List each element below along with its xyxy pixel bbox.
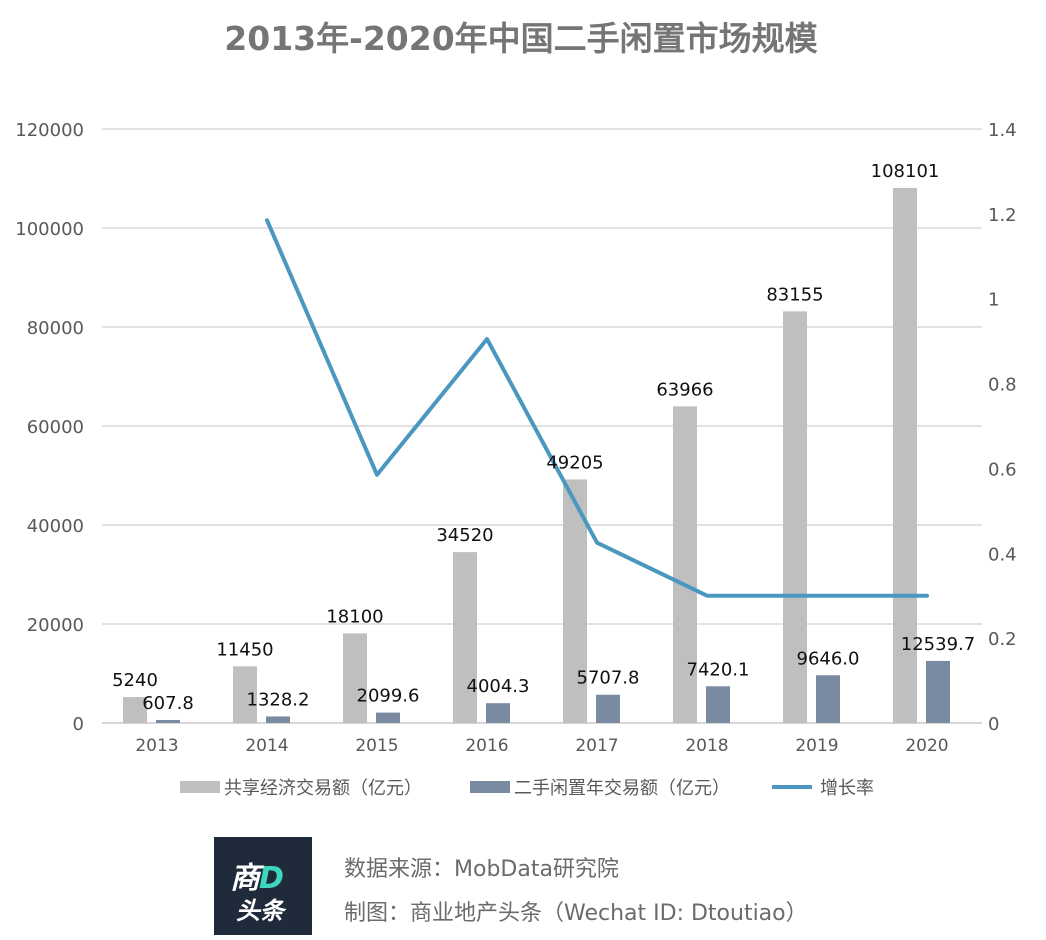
data-label: 5707.8 <box>577 668 640 689</box>
data-label: 11450 <box>216 639 273 660</box>
x-tick-label: 2020 <box>905 736 948 756</box>
bar-shared-economy <box>233 666 257 723</box>
bar-shared-economy <box>783 311 807 723</box>
data-label: 7420.1 <box>687 659 750 680</box>
bar-shared-economy <box>123 697 147 723</box>
data-source: 数据来源：MobData研究院 <box>344 857 619 882</box>
left-tick-label: 0 <box>73 714 84 735</box>
bar-shared-economy <box>673 406 697 723</box>
bar-second-hand <box>376 712 400 723</box>
data-label: 1328.2 <box>247 689 310 710</box>
chart-credit: 制图：商业地产头条（Wechat ID: Dtoutiao） <box>344 901 808 926</box>
bar-second-hand <box>926 660 950 723</box>
left-tick-label: 40000 <box>27 516 84 537</box>
legend-label: 共享经济交易额（亿元） <box>224 778 422 799</box>
left-tick-label: 60000 <box>27 417 84 438</box>
legend-marker <box>470 781 510 793</box>
gridlines <box>102 128 982 724</box>
data-label: 5240 <box>112 670 158 691</box>
x-tick-label: 2016 <box>465 736 508 756</box>
data-label: 34520 <box>436 525 493 546</box>
bar-second-hand <box>596 694 620 723</box>
data-label: 49205 <box>546 452 603 473</box>
right-tick-label: 0.8 <box>988 375 1017 396</box>
logo-bottom-text: 头条 <box>236 897 284 925</box>
data-label: 18100 <box>326 606 383 627</box>
data-label: 4004.3 <box>467 676 530 697</box>
bar-shared-economy <box>343 633 367 723</box>
bar-second-hand <box>816 675 840 723</box>
right-tick-label: 0.6 <box>988 459 1017 480</box>
x-tick-label: 2019 <box>795 736 838 756</box>
x-tick-label: 2015 <box>355 736 398 756</box>
data-label: 108101 <box>871 161 940 182</box>
bar-second-hand <box>156 719 180 723</box>
data-labels: 5240 11450 18100 34520 49205 63966 83155 108101… <box>112 161 975 714</box>
bar-second-hand <box>706 686 730 723</box>
right-tick-label: 0.2 <box>988 629 1017 650</box>
x-tick-label: 2013 <box>135 736 178 756</box>
growth-rate-line <box>265 218 929 598</box>
right-tick-label: 1.2 <box>988 205 1017 226</box>
footer: 商D 头条 数据来源：MobData研究院 制图：商业地产头条（Wechat I… <box>214 837 974 937</box>
right-tick-label: 0 <box>988 714 999 735</box>
bar-shared-economy <box>893 187 917 724</box>
legend-label: 增长率 <box>820 778 874 799</box>
x-axis: 2013 2014 2015 2016 2017 2018 2019 2020 <box>135 736 948 756</box>
x-tick-label: 2014 <box>245 736 288 756</box>
data-label: 2099.6 <box>357 686 420 707</box>
left-tick-label: 80000 <box>27 318 84 339</box>
x-tick-label: 2018 <box>685 736 728 756</box>
legend: 共享经济交易额（亿元） 二手闲置年交易额（亿元） 增长率 <box>180 778 874 799</box>
left-tick-label: 120000 <box>15 120 84 141</box>
data-label: 83155 <box>766 284 823 305</box>
data-label: 607.8 <box>142 693 194 714</box>
bar-second-hand <box>266 716 290 723</box>
legend-label: 二手闲置年交易额（亿元） <box>514 778 730 799</box>
data-label: 9646.0 <box>797 648 860 669</box>
logo-top-text: 商D <box>230 861 284 896</box>
right-tick-label: 0.4 <box>988 544 1017 565</box>
right-axis: 0 0.2 0.4 0.6 0.8 1 1.2 1.4 <box>988 120 1017 735</box>
right-tick-label: 1 <box>988 290 999 311</box>
bars <box>123 187 950 724</box>
chart: 2013年-2020年中国二手闲置市场规模 0 20000 40000 60000 80… <box>15 19 1017 799</box>
brand-logo: 商D 头条 <box>214 837 312 935</box>
left-tick-label: 100000 <box>15 219 84 240</box>
chart-title: 2013年-2020年中国二手闲置市场规模 <box>224 19 818 58</box>
data-label: 63966 <box>656 379 713 400</box>
bar-shared-economy <box>453 552 477 723</box>
x-tick-label: 2017 <box>575 736 618 756</box>
left-tick-label: 20000 <box>27 615 84 636</box>
bar-second-hand <box>486 703 510 723</box>
legend-marker <box>180 781 220 793</box>
left-axis: 0 20000 40000 60000 80000 100000 120000 <box>15 120 84 735</box>
right-tick-label: 1.4 <box>988 120 1017 141</box>
growth-line-layer <box>265 218 929 598</box>
data-label: 12539.7 <box>901 634 975 655</box>
